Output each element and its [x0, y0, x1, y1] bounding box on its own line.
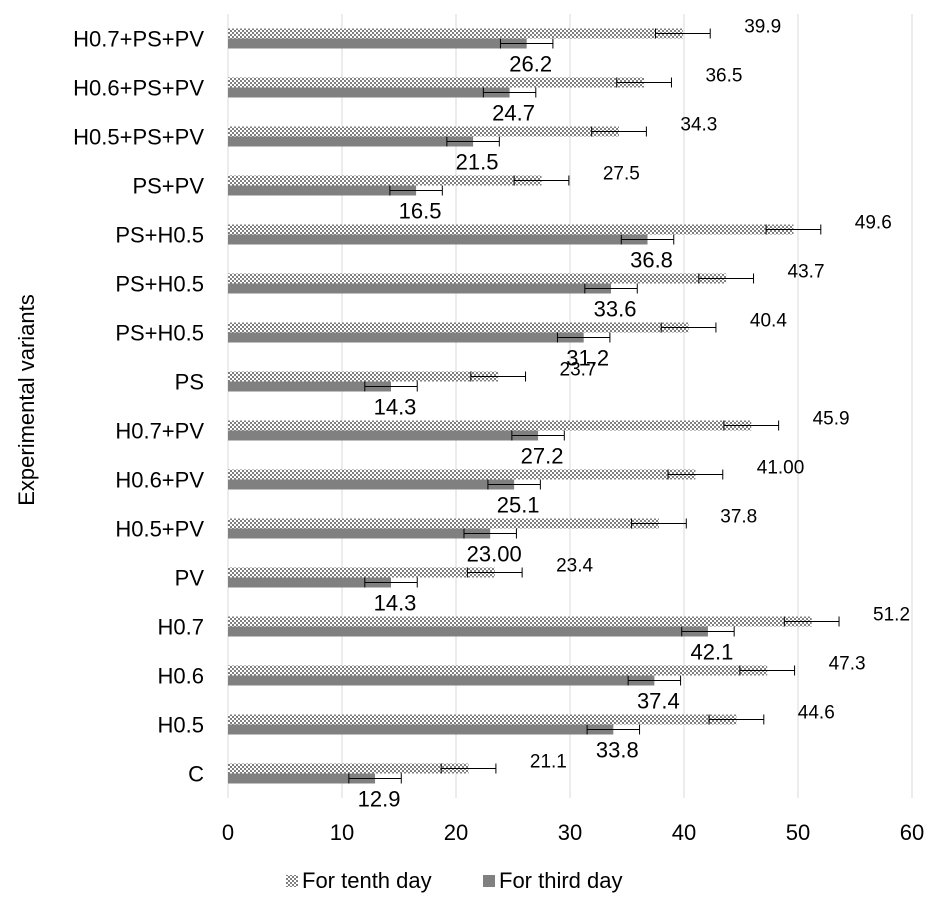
data-label-tenth-day: 37.8 — [720, 507, 757, 528]
data-label-third-day: 23.00 — [467, 542, 522, 567]
data-label-tenth-day: 39.9 — [744, 17, 781, 38]
y-tick-label: PV — [175, 566, 205, 591]
bar-third-day — [228, 479, 515, 490]
y-tick-label: PS+H0.5 — [115, 321, 204, 346]
data-label-tenth-day: 36.5 — [705, 66, 742, 87]
data-label-third-day: 14.3 — [374, 591, 417, 616]
legend-swatch-tenth-day — [286, 875, 298, 887]
data-label-tenth-day: 40.4 — [750, 311, 787, 332]
y-tick-label: H0.7+PV — [115, 419, 204, 444]
bar-tenth-day — [228, 77, 645, 88]
data-label-tenth-day: 51.2 — [873, 605, 910, 626]
data-label-third-day: 27.2 — [521, 444, 564, 469]
data-label-third-day: 33.8 — [596, 738, 639, 763]
x-tick-label: 10 — [330, 820, 354, 845]
x-tick-label: 50 — [786, 820, 810, 845]
x-tick-label: 40 — [672, 820, 696, 845]
bar-third-day — [228, 38, 527, 49]
y-tick-label: H0.5 — [158, 713, 204, 738]
bar-tenth-day — [228, 273, 727, 284]
y-tick-label: PS+H0.5 — [115, 272, 204, 297]
data-label-third-day: 31.2 — [566, 346, 609, 371]
data-label-third-day: 36.8 — [630, 248, 673, 273]
bar-third-day — [228, 185, 417, 196]
bar-tenth-day — [228, 567, 495, 578]
error-bars — [348, 28, 840, 784]
data-label-tenth-day: 21.1 — [530, 752, 567, 773]
bar-third-day — [228, 283, 612, 294]
y-tick-label: H0.7+PS+PV — [73, 27, 204, 52]
bar-tenth-day — [228, 665, 768, 676]
x-tick-label: 30 — [558, 820, 582, 845]
bar-tenth-day — [228, 714, 737, 725]
data-label-tenth-day: 43.7 — [788, 262, 825, 283]
bar-third-day — [228, 381, 392, 392]
legend: For tenth day For third day — [286, 868, 623, 893]
bar-third-day — [228, 528, 491, 539]
bar-third-day — [228, 675, 655, 686]
x-tick-label: 20 — [444, 820, 468, 845]
y-tick-label: H0.6+PS+PV — [73, 76, 204, 101]
bar-third-day — [228, 234, 648, 245]
y-tick-label: H0.5+PS+PV — [73, 125, 204, 150]
x-axis: 0 10 20 30 40 50 60 — [222, 820, 924, 845]
data-label-third-day: 37.4 — [637, 689, 680, 714]
bar-tenth-day — [228, 420, 752, 431]
legend-swatch-third-day — [483, 875, 495, 887]
y-tick-label: H0.6 — [158, 664, 204, 689]
data-label-third-day: 14.3 — [374, 395, 417, 420]
data-label-third-day: 16.5 — [399, 199, 442, 224]
data-label-tenth-day: 27.5 — [603, 164, 640, 185]
data-label-third-day: 24.7 — [492, 101, 535, 126]
bar-tenth-day — [228, 371, 499, 382]
bar-third-day — [228, 136, 474, 147]
data-label-tenth-day: 44.6 — [798, 703, 835, 724]
bar-third-day — [228, 87, 510, 98]
data-label-third-day: 21.5 — [456, 150, 499, 175]
x-tick-label: 0 — [222, 820, 234, 845]
y-axis-title: Experimental variants — [14, 294, 39, 506]
y-axis: H0.7+PS+PV H0.6+PS+PV H0.5+PS+PV PS+PV PS+H0… — [73, 27, 204, 787]
data-label-tenth-day: 47.3 — [829, 654, 866, 675]
y-tick-label: PS+H0.5 — [115, 223, 204, 248]
bar-third-day — [228, 577, 392, 588]
bar-third-day — [228, 430, 539, 441]
bar-tenth-day — [228, 175, 542, 186]
y-tick-label: H0.5+PV — [115, 517, 204, 542]
data-label-third-day: 12.9 — [358, 787, 401, 812]
bar-tenth-day — [228, 322, 689, 333]
data-label-tenth-day: 34.3 — [680, 115, 717, 136]
legend-label-third-day: For third day — [499, 868, 623, 893]
bar-third-day — [228, 626, 708, 637]
data-label-tenth-day: 23.7 — [560, 360, 597, 381]
x-tick-label: 60 — [900, 820, 924, 845]
bar-tenth-day — [228, 518, 659, 529]
data-label-tenth-day: 23.4 — [556, 556, 593, 577]
bar-third-day — [228, 773, 376, 784]
data-label-tenth-day: 49.6 — [855, 213, 892, 234]
data-label-third-day: 33.6 — [594, 297, 637, 322]
data-label-third-day: 42.1 — [691, 640, 734, 665]
data-labels: 39.9 26.2 36.5 24.7 34.3 21.5 27.5 16.5 49.6 36.8… — [358, 17, 910, 812]
bar-tenth-day — [228, 763, 469, 774]
data-label-tenth-day: 41.00 — [757, 458, 805, 479]
bar-tenth-day — [228, 126, 620, 137]
bar-tenth-day — [228, 616, 812, 627]
y-tick-label: H0.6+PV — [115, 468, 204, 493]
bar-third-day — [228, 724, 614, 735]
y-tick-label: PS+PV — [132, 174, 204, 199]
bar-tenth-day — [228, 28, 683, 39]
y-tick-label: C — [188, 762, 204, 787]
bar-tenth-day — [228, 469, 696, 480]
data-label-third-day: 26.2 — [509, 52, 552, 77]
y-tick-label: H0.7 — [158, 615, 204, 640]
bar-third-day — [228, 332, 584, 343]
data-label-third-day: 25.1 — [497, 493, 540, 518]
bar-tenth-day — [228, 224, 794, 235]
y-tick-label: PS — [175, 370, 204, 395]
legend-label-tenth-day: For tenth day — [302, 868, 432, 893]
data-label-tenth-day: 45.9 — [813, 409, 850, 430]
bars — [228, 28, 812, 784]
